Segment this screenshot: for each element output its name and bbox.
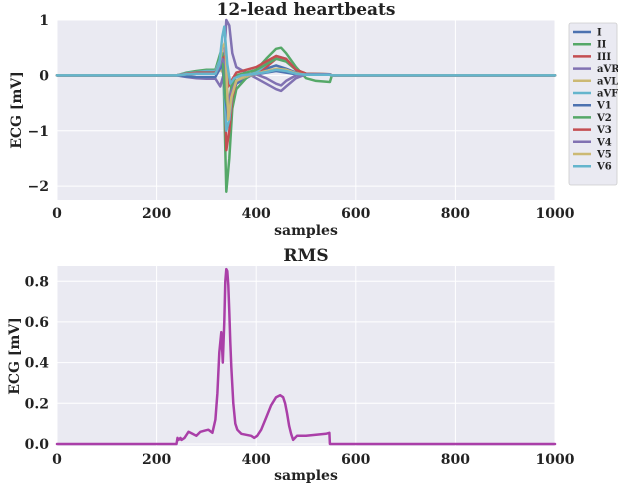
grid	[56, 266, 556, 446]
legend-label: III	[597, 52, 611, 63]
legend-label: V5	[596, 150, 612, 161]
axes-12-lead: 12-lead heartbeats 0 200 400 600 800 1000 −2−…	[9, 0, 618, 239]
y-tick-label: 0.4	[25, 356, 50, 372]
y-tick-label: −1	[28, 124, 49, 140]
series-line-rms	[55, 267, 557, 446]
y-axis-label: ECG [mV]	[7, 317, 23, 395]
x-tick-label: 600	[341, 452, 370, 468]
y-tick-label: 0	[39, 68, 49, 84]
axes-rms: RMS 0 200 400 600 800 1000 0.0 0.2 0.4 0.6 0.8 sa…	[7, 246, 575, 484]
legend-label: II	[597, 40, 607, 51]
legend-label: V4	[596, 137, 612, 148]
y-tick-labels: 0.0 0.2 0.4 0.6 0.8	[25, 274, 50, 453]
series-lines	[55, 267, 557, 446]
x-tick-label: 800	[441, 452, 470, 468]
x-tick-label: 1000	[536, 206, 575, 222]
y-tick-label: 0.8	[25, 274, 49, 290]
x-tick-label: 1000	[536, 452, 575, 468]
legend-label: V6	[596, 162, 612, 173]
plot-area	[57, 20, 555, 200]
series-lines	[55, 18, 557, 193]
x-tick-label: 200	[142, 206, 171, 222]
y-tick-labels: −2 −1 0 1	[28, 13, 50, 195]
series-line-V6	[55, 25, 557, 85]
x-tick-label: 800	[441, 206, 470, 222]
x-tick-label: 200	[142, 452, 171, 468]
chart-title: RMS	[283, 246, 328, 266]
x-tick-label: 0	[52, 206, 62, 222]
y-tick-label: 0.6	[25, 315, 49, 331]
legend-label: aVL	[597, 76, 618, 87]
y-tick-label: 1	[39, 13, 49, 29]
x-tick-label: 400	[242, 452, 271, 468]
y-axis-label: ECG [mV]	[9, 71, 25, 149]
legend-label: I	[597, 28, 602, 39]
legend-label: V1	[596, 101, 612, 112]
x-tick-label: 400	[242, 206, 271, 222]
x-tick-label: 0	[52, 452, 62, 468]
x-tick-labels: 0 200 400 600 800 1000	[52, 452, 575, 468]
legend-box	[568, 22, 618, 186]
legend-label: aVF	[597, 89, 618, 100]
y-tick-label: 0.2	[25, 396, 49, 412]
series-line-aVR	[55, 18, 557, 93]
chart-title: 12-lead heartbeats	[217, 0, 396, 20]
plot-area	[57, 266, 555, 446]
x-axis-label: samples	[274, 223, 338, 239]
legend-label: aVR	[597, 64, 618, 75]
y-tick-label: −2	[28, 179, 49, 195]
x-tick-labels: 0 200 400 600 800 1000	[52, 206, 575, 222]
legend-label: V3	[596, 125, 612, 136]
x-tick-label: 600	[341, 206, 370, 222]
legend-label: V2	[596, 113, 612, 124]
x-axis-label: samples	[274, 468, 338, 484]
y-tick-label: 0.0	[25, 437, 50, 453]
